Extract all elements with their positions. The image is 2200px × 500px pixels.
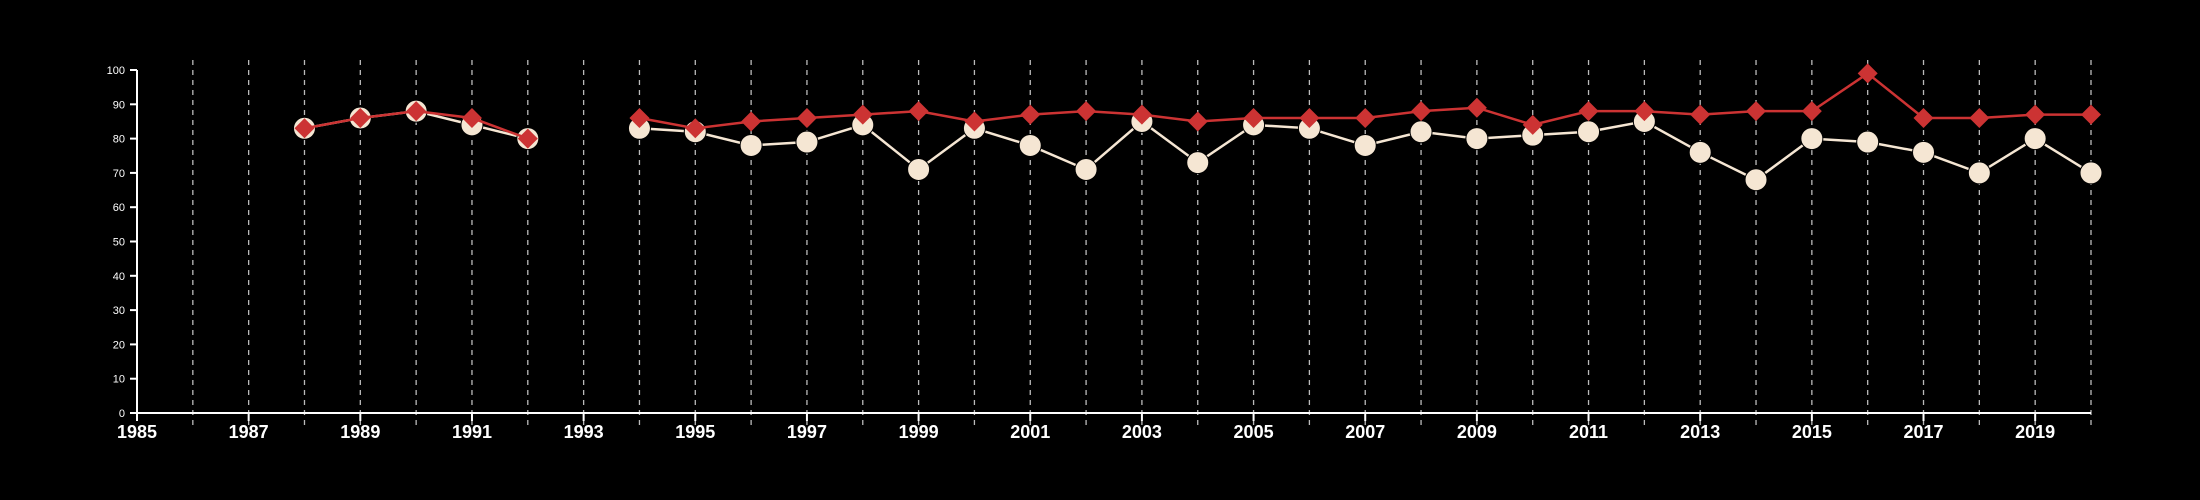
series-2-point (1578, 101, 1599, 122)
series-2-point (1411, 101, 1432, 122)
series-2-point (852, 104, 873, 125)
x-tick-label: 2009 (1457, 422, 1497, 442)
x-tick-label: 1993 (564, 422, 604, 442)
series-1-point (1800, 127, 1824, 151)
series-1-point (1856, 130, 1880, 154)
series-2-point (741, 111, 762, 132)
y-tick-label: 50 (113, 237, 125, 249)
series-2-point (1355, 108, 1376, 129)
y-tick-label: 30 (113, 305, 125, 317)
x-tick-label: 1987 (229, 422, 269, 442)
series-2-point (964, 111, 985, 132)
series-2-point (1243, 108, 1264, 129)
series-1-point (795, 130, 819, 154)
series-2-point (1076, 101, 1097, 122)
y-tick-label: 0 (119, 408, 125, 420)
series-2-point (2025, 104, 2046, 125)
y-tick-label: 60 (113, 202, 125, 214)
x-tick-label: 2019 (2015, 422, 2055, 442)
series-2-point (350, 108, 371, 129)
series-1-point (1744, 168, 1768, 192)
y-tick-label: 70 (113, 168, 125, 180)
axes (136, 70, 2091, 414)
series-2-point (1690, 104, 1711, 125)
x-tick-label: 2011 (1569, 422, 1608, 442)
series-2-point (1913, 108, 1934, 129)
series-2-point (1522, 114, 1543, 135)
x-tick-label: 2003 (1122, 422, 1162, 442)
series-2-point (1969, 108, 1990, 129)
x-tick-label: 1999 (899, 422, 939, 442)
x-tick-label: 2005 (1234, 422, 1274, 442)
data-series (292, 63, 2103, 192)
series-1-point (1577, 120, 1601, 144)
series-1-point (1074, 157, 1098, 181)
series-2 (294, 63, 2101, 149)
y-tick-label: 90 (113, 99, 125, 111)
x-tick-label: 1995 (675, 422, 715, 442)
series-2-point (1299, 108, 1320, 129)
series-2-point (1746, 101, 1767, 122)
series-2-point (1801, 101, 1822, 122)
x-tick-label: 1991 (452, 422, 492, 442)
series-2-point (1466, 97, 1487, 118)
x-tick-label: 1985 (117, 422, 157, 442)
series-1-point (2023, 127, 2047, 151)
x-tick-label: 2015 (1792, 422, 1832, 442)
y-tick-label: 80 (113, 134, 125, 146)
series-1 (292, 99, 2103, 192)
series-1-point (1186, 151, 1210, 175)
series-1-point (907, 157, 931, 181)
series-1-point (1465, 127, 1489, 151)
series-2-point (517, 128, 538, 149)
axis-ticks: 0 10 20 30 40 50 60 70 80 90 100 1985 1987 1989 1991 19… (107, 65, 2056, 442)
series-2-point (1634, 101, 1655, 122)
series-1-point (1018, 133, 1042, 157)
series-1-point (1409, 120, 1433, 144)
y-tick-label: 40 (113, 271, 125, 283)
y-tick-label: 10 (113, 374, 125, 386)
series-2-point (1020, 104, 1041, 125)
x-tick-label: 2001 (1010, 422, 1050, 442)
series-2-point (1857, 63, 1878, 84)
x-tick-label: 2017 (1903, 422, 1943, 442)
series-2-point (461, 108, 482, 129)
series-2-point (2081, 104, 2101, 125)
series-2-point (406, 101, 427, 122)
series-2-point (796, 108, 817, 129)
series-2-point (294, 118, 315, 139)
series-2-point (1131, 104, 1152, 125)
series-2-point (685, 118, 706, 139)
x-tick-label: 1997 (787, 422, 827, 442)
series-1-point (1353, 133, 1377, 157)
series-2-point (908, 101, 929, 122)
series-1-point (739, 133, 763, 157)
series-1-point (2079, 161, 2103, 185)
series-2-point (629, 108, 650, 129)
y-tick-label: 100 (107, 65, 125, 77)
x-tick-label: 2013 (1680, 422, 1720, 442)
series-1-point (1688, 140, 1712, 164)
y-tick-label: 20 (113, 339, 125, 351)
x-tick-label: 1989 (340, 422, 380, 442)
series-1-point (1912, 140, 1936, 164)
x-tick-label: 2007 (1345, 422, 1385, 442)
series-2-point (1187, 111, 1208, 132)
series-1-point (1967, 161, 1991, 185)
